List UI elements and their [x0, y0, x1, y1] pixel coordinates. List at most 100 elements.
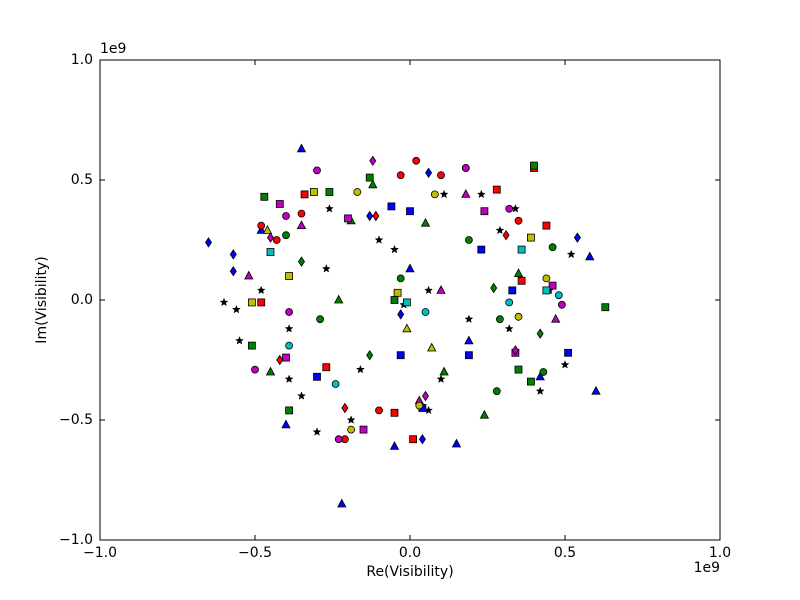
- point: [256, 225, 266, 234]
- point: [247, 341, 256, 350]
- point: [513, 268, 524, 278]
- point: [359, 425, 368, 434]
- point: [514, 365, 523, 374]
- x-offset-label: 1e9: [694, 560, 720, 576]
- point: [542, 286, 551, 295]
- point: [492, 185, 501, 194]
- point: [296, 143, 307, 153]
- plot-marks: [205, 143, 610, 508]
- point: [257, 221, 266, 230]
- point: [282, 212, 290, 220]
- point: [502, 229, 510, 241]
- point: [511, 345, 519, 356]
- point: [514, 312, 523, 321]
- point: [229, 265, 237, 277]
- point: [313, 372, 321, 381]
- point: [312, 427, 322, 436]
- y-tick-label: −0.5: [59, 412, 93, 428]
- point: [256, 285, 266, 295]
- point: [517, 245, 526, 254]
- point: [508, 286, 517, 295]
- point: [439, 189, 449, 199]
- point: [205, 237, 212, 248]
- y-tick-label: 0.5: [71, 172, 93, 188]
- point: [251, 365, 259, 374]
- point: [530, 161, 538, 170]
- point: [285, 308, 294, 316]
- point: [298, 256, 305, 267]
- point: [285, 272, 294, 280]
- point: [309, 188, 318, 196]
- point: [285, 341, 294, 350]
- point: [420, 217, 431, 227]
- point: [436, 285, 446, 294]
- point: [464, 236, 473, 244]
- point: [527, 377, 535, 386]
- point: [272, 236, 281, 244]
- point: [375, 406, 383, 415]
- point: [296, 220, 307, 230]
- point: [229, 249, 237, 260]
- point: [430, 190, 439, 199]
- point: [418, 433, 426, 445]
- point: [564, 348, 572, 357]
- point: [422, 390, 429, 402]
- point: [415, 401, 424, 410]
- point: [476, 189, 486, 199]
- point: [331, 380, 340, 388]
- point: [387, 202, 396, 211]
- point: [505, 204, 514, 213]
- point: [284, 324, 294, 333]
- point: [461, 189, 471, 198]
- point: [366, 210, 374, 222]
- point: [439, 366, 449, 376]
- point: [573, 232, 581, 243]
- point: [461, 164, 470, 172]
- point: [436, 374, 446, 383]
- x-tick-label: 0.5: [554, 545, 576, 561]
- point: [324, 204, 334, 213]
- point: [300, 190, 309, 199]
- point: [585, 251, 595, 261]
- point: [365, 173, 374, 182]
- point: [235, 336, 244, 345]
- point: [344, 214, 352, 223]
- point: [427, 342, 437, 352]
- point: [353, 188, 362, 196]
- point: [409, 435, 418, 444]
- point: [464, 335, 474, 345]
- point: [372, 210, 380, 222]
- point: [558, 300, 566, 309]
- point: [479, 409, 490, 419]
- x-tick-label: 0.0: [399, 545, 421, 561]
- point: [369, 155, 377, 167]
- point: [539, 368, 548, 376]
- point: [495, 225, 505, 235]
- point: [265, 366, 276, 376]
- point: [321, 264, 331, 273]
- point: [334, 294, 344, 304]
- point: [490, 282, 498, 294]
- point: [542, 274, 551, 283]
- point: [219, 297, 229, 307]
- point: [480, 207, 489, 216]
- point: [548, 281, 557, 290]
- x-tick-label: −0.5: [238, 545, 272, 561]
- point: [297, 209, 306, 218]
- point: [554, 291, 563, 300]
- point: [495, 315, 504, 324]
- point: [505, 298, 514, 307]
- point: [405, 263, 415, 273]
- point: [389, 441, 400, 450]
- point: [425, 167, 433, 179]
- point: [560, 360, 570, 369]
- point: [316, 315, 325, 324]
- point: [393, 288, 402, 297]
- point: [477, 245, 486, 254]
- point: [390, 408, 399, 417]
- point: [402, 323, 412, 333]
- point: [464, 314, 474, 323]
- point: [412, 156, 421, 165]
